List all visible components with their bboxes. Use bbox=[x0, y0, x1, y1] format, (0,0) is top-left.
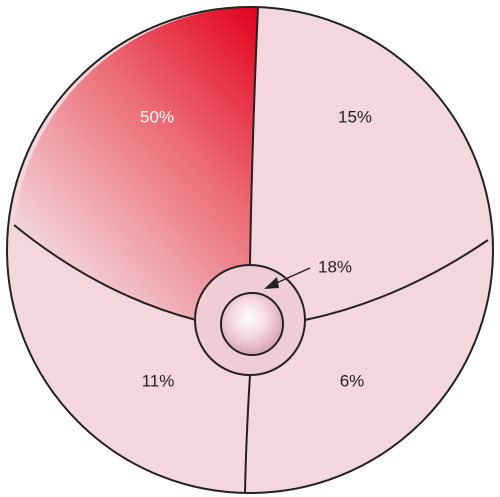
region-label: 6% bbox=[340, 371, 365, 390]
arrow-line bbox=[271, 267, 311, 286]
divider-top bbox=[249, 6, 259, 266]
region-label: 15% bbox=[338, 107, 372, 126]
region-label: 18% bbox=[318, 257, 352, 276]
region-label: 50% bbox=[140, 107, 174, 126]
divider-right bbox=[304, 239, 489, 321]
divider-bottom bbox=[244, 374, 251, 494]
region-label: 11% bbox=[142, 371, 175, 390]
divider-left bbox=[13, 224, 197, 321]
arrow-head bbox=[264, 277, 279, 289]
inner-core bbox=[220, 292, 284, 356]
highlight-region bbox=[14, 6, 258, 320]
sphere-outline bbox=[6, 6, 494, 494]
